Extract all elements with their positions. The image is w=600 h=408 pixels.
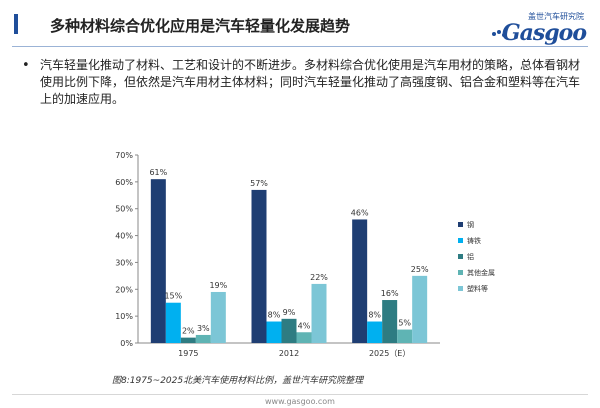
bar — [412, 275, 428, 343]
title-bar: 多种材料综合优化应用是汽车轻量化发展趋势 盖世汽车研究院 Gasgoo — [0, 0, 600, 50]
data-label: 2% — [182, 327, 195, 336]
data-label: 16% — [381, 289, 399, 298]
bar — [296, 332, 312, 343]
y-tick-label: 70% — [115, 151, 133, 160]
legend-label: 铝 — [467, 252, 474, 261]
bullet-text: 汽车轻量化推动了材料、工艺和设计的不断进步。多材料综合优化使用是汽车用材的策略，… — [40, 58, 581, 106]
bar — [195, 334, 211, 343]
bar — [397, 329, 413, 343]
data-label: 8% — [368, 311, 381, 320]
page-title: 多种材料综合优化应用是汽车轻量化发展趋势 — [50, 17, 351, 35]
legend-swatch — [458, 286, 463, 291]
data-label: 61% — [149, 168, 167, 177]
bar — [165, 302, 181, 343]
bar — [210, 291, 226, 343]
data-label: 9% — [283, 308, 296, 317]
y-tick-label: 0% — [120, 339, 133, 348]
bar — [281, 318, 297, 343]
bar — [311, 283, 327, 343]
chart-caption: 图8:1975~2025北美汽车使用材料比例，盖世汽车研究院整理 — [112, 376, 364, 386]
data-label: 15% — [164, 292, 182, 301]
y-tick-label: 40% — [115, 232, 133, 241]
legend-label: 钢 — [467, 220, 474, 229]
x-tick-label: 2012 — [279, 349, 299, 358]
data-label: 19% — [209, 281, 227, 290]
legend-swatch — [458, 254, 463, 259]
y-tick-label: 60% — [115, 178, 133, 187]
bar — [150, 179, 166, 343]
data-label: 4% — [298, 321, 311, 330]
y-tick-label: 30% — [115, 258, 133, 267]
footer-divider — [12, 394, 588, 395]
legend-swatch — [458, 270, 463, 275]
y-tick-label: 20% — [115, 285, 133, 294]
x-tick-label: 2025（E） — [369, 349, 410, 358]
gasgoo-logo: 盖世汽车研究院 Gasgoo — [468, 6, 592, 46]
data-label: 8% — [268, 311, 281, 320]
data-label: 57% — [250, 179, 268, 188]
material-share-bar-chart: 0% 10% 20% 30% 40% 50% 60% 70% 61% 15% 2% 3% 19% 1975… — [115, 151, 495, 358]
bullet-icon: • — [22, 58, 30, 73]
data-label: 22% — [310, 273, 328, 282]
data-label: 5% — [398, 319, 411, 328]
data-label: 3% — [197, 324, 210, 333]
footer-url: www.gasgoo.com — [265, 397, 335, 406]
logo-dots-icon — [492, 30, 506, 37]
bar — [367, 321, 383, 343]
logo-chinese-text: 盖世汽车研究院 — [528, 12, 584, 21]
logo-english-text: Gasgoo — [501, 20, 587, 46]
title-divider — [12, 46, 588, 47]
legend-label: 塑料等 — [467, 284, 488, 293]
bullet-point: • 汽车轻量化推动了材料、工艺和设计的不断进步。多材料综合优化使用是汽车用材的策… — [22, 57, 582, 108]
bar — [352, 219, 368, 343]
data-label: 46% — [351, 208, 369, 217]
title-accent-bar — [14, 14, 18, 34]
bar — [180, 337, 196, 343]
bar — [251, 189, 267, 343]
legend-swatch — [458, 222, 463, 227]
legend-label: 铸铁 — [467, 236, 481, 245]
data-label: 25% — [411, 265, 429, 274]
legend-label: 其他金属 — [467, 268, 495, 277]
bar — [266, 321, 282, 343]
legend-swatch — [458, 238, 463, 243]
y-tick-label: 50% — [115, 205, 133, 214]
y-tick-label: 10% — [115, 312, 133, 321]
bar — [382, 300, 398, 343]
x-tick-label: 1975 — [178, 349, 198, 358]
